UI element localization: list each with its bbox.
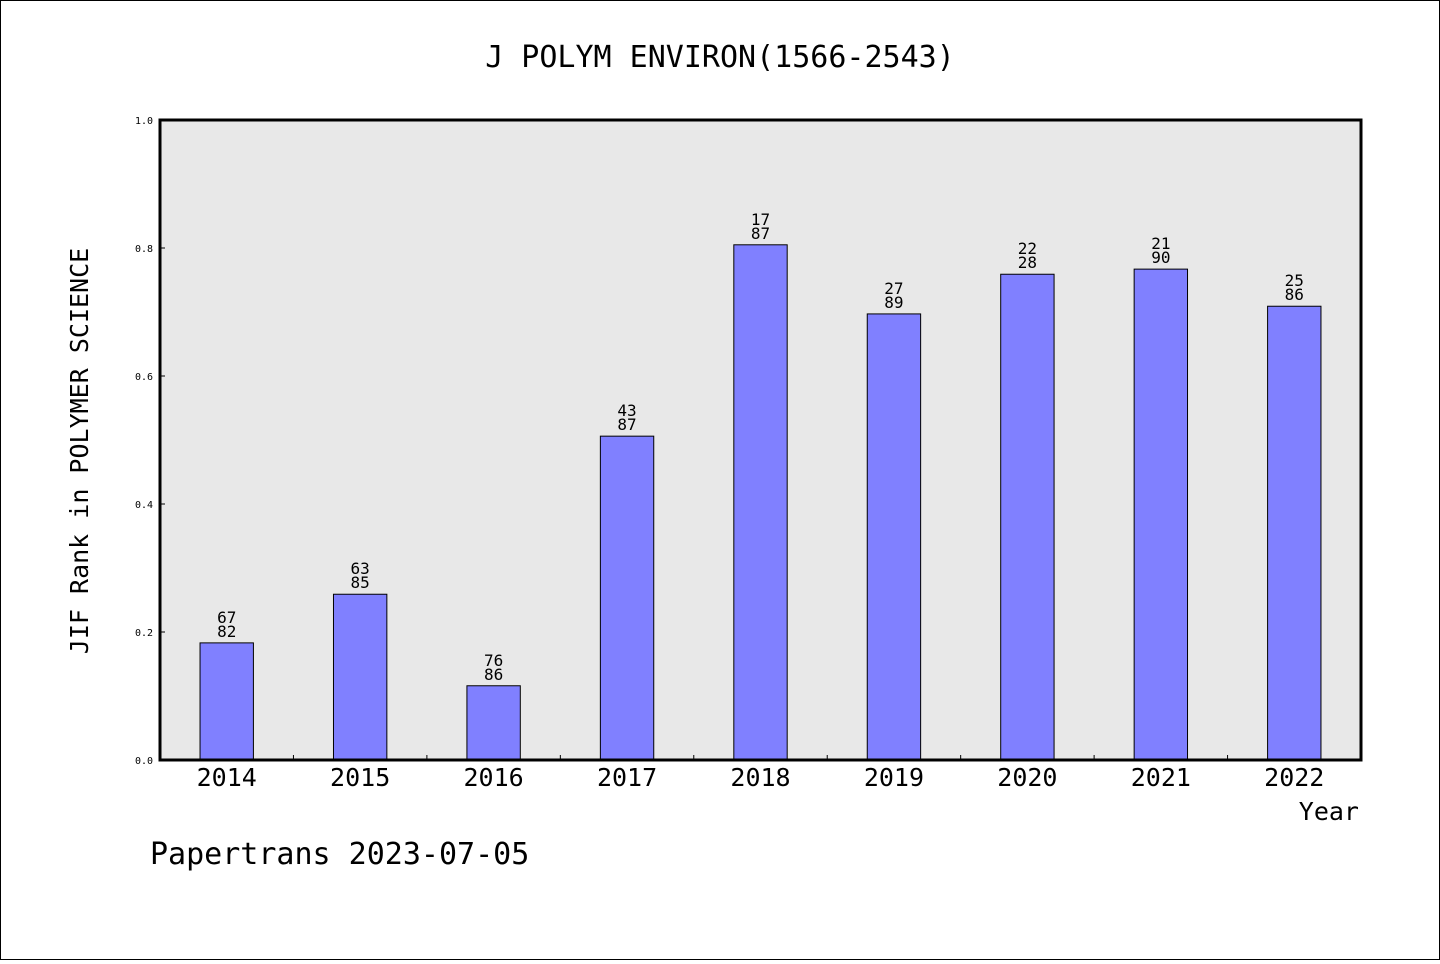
bar-label-total-2021: 90 — [1151, 248, 1170, 267]
footer-text: Papertrans 2023-07-05 — [150, 837, 529, 872]
bar-label-rank-2021: 21 — [1151, 234, 1170, 253]
bar-label-total-2014: 82 — [217, 622, 236, 641]
y-tick-label-0.6: 0.6 — [135, 372, 153, 383]
x-tick-label-2020: 2020 — [997, 763, 1057, 792]
x-tick-label-2019: 2019 — [864, 763, 924, 792]
x-tick-label-2021: 2021 — [1131, 763, 1191, 792]
y-tick-label-0.0: 0.0 — [135, 756, 153, 767]
bar-2015 — [332, 593, 388, 761]
bar-label-rank-2019: 27 — [884, 279, 903, 298]
bar-label-total-2016: 86 — [484, 665, 503, 684]
bar-label-rank-2017: 43 — [617, 401, 636, 420]
bar-label-rank-2014: 67 — [217, 608, 236, 627]
bar-2014 — [199, 642, 254, 761]
bar-label-total-2019: 89 — [884, 293, 903, 312]
y-axis-label: JIF Rank in POLYMER SCIENCE — [65, 248, 94, 654]
x-tick-label-2016: 2016 — [464, 763, 524, 792]
bar-2017 — [599, 435, 655, 761]
bar-label-total-2018: 87 — [751, 224, 770, 243]
bar-2019 — [866, 313, 922, 761]
x-axis-label: Year — [1299, 797, 1359, 826]
bar-2021 — [1133, 268, 1189, 761]
x-tick-label-2014: 2014 — [197, 763, 257, 792]
bar-label-total-2017: 87 — [617, 415, 636, 434]
bar-2022 — [1267, 305, 1322, 761]
bar-2020 — [1000, 273, 1055, 761]
bar-label-rank-2018: 17 — [751, 210, 770, 229]
bar-2018 — [733, 244, 788, 761]
y-tick-label-0.2: 0.2 — [135, 628, 153, 639]
x-tick-label-2017: 2017 — [597, 763, 657, 792]
bar-label-total-2015: 85 — [351, 573, 370, 592]
plot-border — [158, 118, 1363, 762]
x-tick-label-2018: 2018 — [730, 763, 790, 792]
y-tick-label-0.8: 0.8 — [135, 244, 153, 255]
bar-label-rank-2016: 76 — [484, 651, 503, 670]
bar-label-rank-2015: 63 — [351, 559, 370, 578]
x-tick-label-2015: 2015 — [330, 763, 390, 792]
bar-label-rank-2020: 22 — [1018, 239, 1037, 258]
chart-title: J POLYM ENVIRON(1566-2543) — [485, 40, 955, 75]
bar-label-rank-2022: 25 — [1285, 271, 1304, 290]
bar-2016 — [466, 685, 521, 761]
y-tick-label-0.4: 0.4 — [135, 500, 153, 511]
y-tick-label-1.0: 1.0 — [135, 116, 153, 127]
x-tick-label-2022: 2022 — [1264, 763, 1324, 792]
bar-label-total-2022: 86 — [1285, 285, 1304, 304]
bar-label-total-2020: 28 — [1018, 253, 1037, 272]
